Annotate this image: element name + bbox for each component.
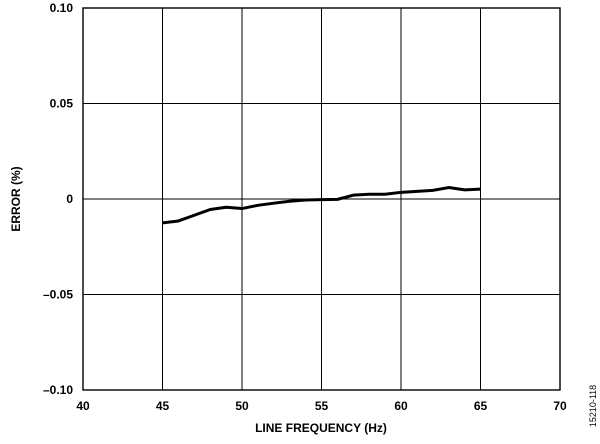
y-axis-title: ERROR (%) [9,166,23,231]
x-tick-label: 65 [474,399,488,413]
x-tick-label: 45 [156,399,170,413]
x-tick-label: 55 [315,399,329,413]
series-line [162,186,481,225]
x-tick-labels: 40 45 50 55 60 65 70 [76,399,567,413]
series-group [162,186,481,225]
y-tick-label: 0.10 [50,1,74,15]
plot-frame [82,7,561,391]
y-tick-label: 0 [66,192,73,206]
y-tick-label: –0.10 [43,383,73,397]
y-tick-label: –0.05 [43,288,73,302]
y-tick-label: 0.05 [50,97,74,111]
x-tick-label: 70 [553,399,567,413]
x-tick-label: 50 [235,399,249,413]
x-tick-label: 40 [76,399,90,413]
y-tick-labels: 0.10 0.05 0 –0.05 –0.10 [43,1,73,397]
figure-id: 15210-118 [588,385,598,427]
x-axis-title: LINE FREQUENCY (Hz) [255,421,387,435]
x-tick-label: 60 [394,399,408,413]
